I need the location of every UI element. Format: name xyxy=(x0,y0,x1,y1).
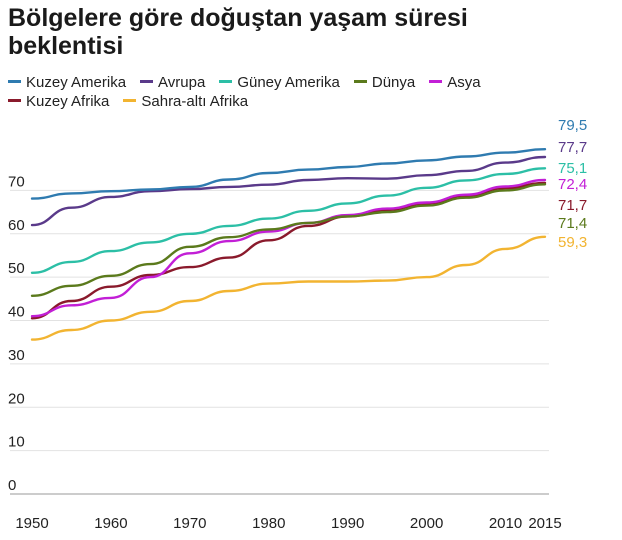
legend-item-avrupa: Avrupa xyxy=(140,73,205,92)
legend-label: Dünya xyxy=(371,74,416,91)
end-value-label: 71,7 xyxy=(558,197,587,214)
end-value-label: 72,4 xyxy=(558,176,587,193)
y-tick-label: 10 xyxy=(8,434,25,451)
legend-swatch xyxy=(429,80,443,83)
x-tick-label: 2015 xyxy=(528,515,561,532)
y-tick-label: 60 xyxy=(8,217,25,234)
legend-label: Sahra-altı Afrika xyxy=(141,93,249,110)
legend-swatch xyxy=(219,80,233,83)
x-tick-label: 1990 xyxy=(331,515,364,532)
end-value-label: 59,3 xyxy=(558,234,587,251)
legend-item-kuzey-afrika: Kuzey Afrika xyxy=(8,92,109,111)
end-labels: 79,5 77,7 75,172,4 71,771,4 59,3 xyxy=(558,117,587,251)
x-axis-ticks: 1950 1960 1970 1980 1990 2000 2010 2015 xyxy=(15,515,561,532)
x-tick-label: 1950 xyxy=(15,515,48,532)
legend-label: Güney Amerika xyxy=(237,74,340,91)
y-tick-label: 30 xyxy=(8,347,25,364)
y-axis-ticks: 0 10 20 30 40 50 60 70 xyxy=(8,173,25,494)
y-tick-label: 70 xyxy=(8,173,25,190)
y-tick-label: 50 xyxy=(8,260,25,277)
series-line xyxy=(30,167,547,274)
y-tick-label: 0 xyxy=(8,477,16,494)
y-tick-label: 20 xyxy=(8,390,25,407)
legend-swatch xyxy=(8,80,21,83)
chart-title: Bölgelere göre doğuştan yaşam süresi bek… xyxy=(8,4,468,60)
legend-swatch xyxy=(123,99,137,102)
legend-item-sahra-alti-afrika: Sahra-altı Afrika xyxy=(123,92,248,111)
series-line xyxy=(30,178,547,318)
legend-label: Asya xyxy=(447,74,481,91)
legend-label: Avrupa xyxy=(158,74,206,91)
legend-swatch xyxy=(8,99,21,102)
gridlines xyxy=(10,189,549,495)
legend-label: Kuzey Afrika xyxy=(26,93,110,110)
legend: Kuzey Amerika Avrupa Güney Amerika Dünya… xyxy=(8,73,608,111)
legend-swatch xyxy=(353,80,367,83)
legend-row: Kuzey Amerika Avrupa Güney Amerika Dünya… xyxy=(8,73,608,92)
legend-item-dunya: Dünya xyxy=(353,73,416,92)
x-tick-label: 1980 xyxy=(252,515,285,532)
x-tick-label: 1960 xyxy=(94,515,127,532)
end-value-label: 71,4 xyxy=(558,215,587,232)
series-lines xyxy=(30,148,547,341)
x-tick-label: 1970 xyxy=(173,515,206,532)
legend-swatch xyxy=(140,80,154,83)
series-line xyxy=(30,183,547,297)
x-tick-label: 2000 xyxy=(410,515,443,532)
y-tick-label: 40 xyxy=(8,304,25,321)
series-line xyxy=(30,235,547,341)
legend-item-asya: Asya xyxy=(429,73,481,92)
x-tick-label: 2010 xyxy=(489,515,522,532)
legend-row: Kuzey Afrika Sahra-altı Afrika xyxy=(8,92,608,111)
legend-item-kuzey-amerika: Kuzey Amerika xyxy=(8,73,126,92)
legend-label: Kuzey Amerika xyxy=(26,74,127,91)
legend-item-guney-amerika: Güney Amerika xyxy=(219,73,340,92)
end-value-label: 79,5 xyxy=(558,117,587,134)
end-value-label: 75,1 xyxy=(558,160,587,177)
series-line xyxy=(30,148,547,200)
series-line xyxy=(30,155,547,227)
end-value-label: 77,7 xyxy=(558,139,587,156)
